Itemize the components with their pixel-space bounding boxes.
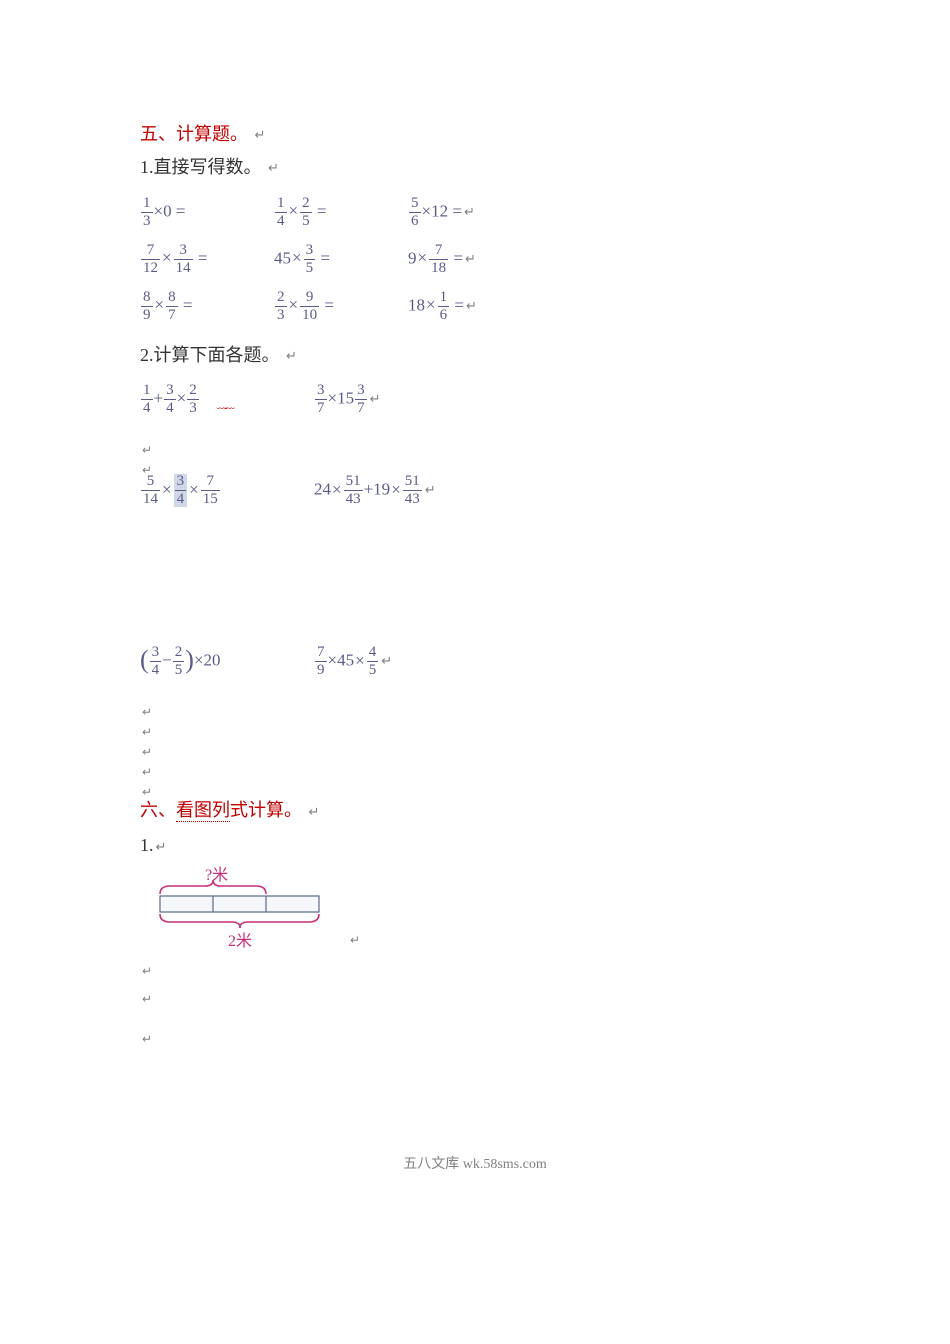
blank-line: ↵ [140, 1024, 810, 1064]
equations-grid-2-row2: 514×34×715 24×5143+19×5143↵ [140, 474, 810, 507]
section-5-sub1: 1.直接写得数。 ↵ [140, 153, 810, 182]
squiggle-icon: ﹏﹏ [217, 400, 233, 411]
blank-line: ↵ [140, 434, 810, 454]
equations-grid-3: (34−25)×20 79×45×45↵ [140, 645, 810, 678]
pilcrow-icon: ↵ [142, 1030, 152, 1049]
diagram-top-label: ?米 [205, 866, 228, 884]
eq-g3-2: 79×45×45↵ [314, 645, 494, 678]
diagram-bottom-label: 2米 [228, 932, 252, 950]
item-1-label: 1.↵ [140, 831, 810, 860]
eq-1-2: 14×25 = [274, 196, 384, 229]
eq-g2-4: 24×5143+19×5143↵ [314, 474, 494, 507]
pilcrow-icon: ↵ [466, 296, 477, 317]
pilcrow-icon: ↵ [286, 346, 297, 367]
eq-g2-2: 37×1537↵ [314, 383, 494, 416]
blank-line: ↵ [140, 716, 810, 736]
section-5-sub2-text: 2.计算下面各题。 [140, 345, 280, 365]
top-brace-icon [160, 880, 266, 894]
eq-3-2: 23×910 = [274, 290, 384, 323]
pilcrow-icon: ↵ [255, 125, 266, 146]
pilcrow-icon: ↵ [350, 933, 360, 947]
section-6-post: 式计算。 [230, 800, 302, 820]
section-6-underlined: 看图列 [176, 800, 230, 822]
pilcrow-icon: ↵ [464, 202, 475, 223]
spacer [140, 525, 810, 645]
section-5-heading-text: 五、计算题。 [140, 124, 248, 144]
eq-2-1: 712×314 = [140, 243, 250, 276]
eq-g3-1: (34−25)×20 [140, 645, 290, 678]
section-5-sub2: 2.计算下面各题。 ↵ [140, 341, 810, 370]
pilcrow-icon: ↵ [142, 990, 152, 1009]
page-footer: 五八文库 wk.58sms.com [140, 1154, 810, 1176]
pilcrow-icon: ↵ [268, 158, 279, 179]
item-1-text: 1. [140, 835, 154, 855]
eq-g2-3: 514×34×715 [140, 474, 290, 507]
pilcrow-icon: ↵ [425, 480, 436, 501]
eq-3-3: 18×16 =↵ [408, 290, 518, 323]
diagram-1-svg: ?米 2米 ↵ [150, 866, 390, 956]
blank-line: ↵ [140, 454, 810, 474]
equations-grid-1: 13×0 = 14×25 = 56×12 =↵ 712×314 = 45×35 … [140, 196, 810, 323]
eq-1-3: 56×12 =↵ [408, 196, 518, 229]
section-5-sub1-text: 1.直接写得数。 [140, 157, 262, 177]
blank-line: ↵ [140, 756, 810, 776]
pilcrow-icon: ↵ [142, 962, 152, 981]
pilcrow-icon: ↵ [370, 389, 381, 410]
pilcrow-icon: ↵ [309, 802, 320, 823]
blank-line: ↵ [140, 696, 810, 716]
pilcrow-icon: ↵ [381, 651, 392, 672]
blank-line: ↵ [140, 776, 810, 796]
pilcrow-icon: ↵ [156, 837, 167, 858]
section-6-pre: 六、 [140, 800, 176, 820]
diagram-1: ?米 2米 ↵ [150, 866, 810, 956]
section-6-heading: 六、看图列式计算。 ↵ [140, 796, 810, 825]
blank-line: ↵ [140, 984, 810, 1024]
highlighted-fraction: 34 [174, 474, 188, 507]
bottom-brace-icon [160, 914, 319, 928]
eq-g2-1: 14+34×23 ﹏﹏ [140, 383, 290, 416]
page-container: 五、计算题。 ↵ 1.直接写得数。 ↵ 13×0 = 14×25 = 56×12… [0, 0, 950, 1216]
eq-1-1: 13×0 = [140, 196, 250, 229]
equations-grid-2-row1: 14+34×23 ﹏﹏ 37×1537↵ [140, 383, 810, 416]
bar-rect [160, 896, 319, 912]
blank-line: ↵ [140, 736, 810, 756]
eq-2-3: 9×718 =↵ [408, 243, 518, 276]
blank-line: ↵ [140, 956, 810, 984]
section-5-heading: 五、计算题。 ↵ [140, 120, 810, 149]
eq-2-2: 45×35 = [274, 243, 384, 276]
eq-3-1: 89×87 = [140, 290, 250, 323]
pilcrow-icon: ↵ [465, 249, 476, 270]
